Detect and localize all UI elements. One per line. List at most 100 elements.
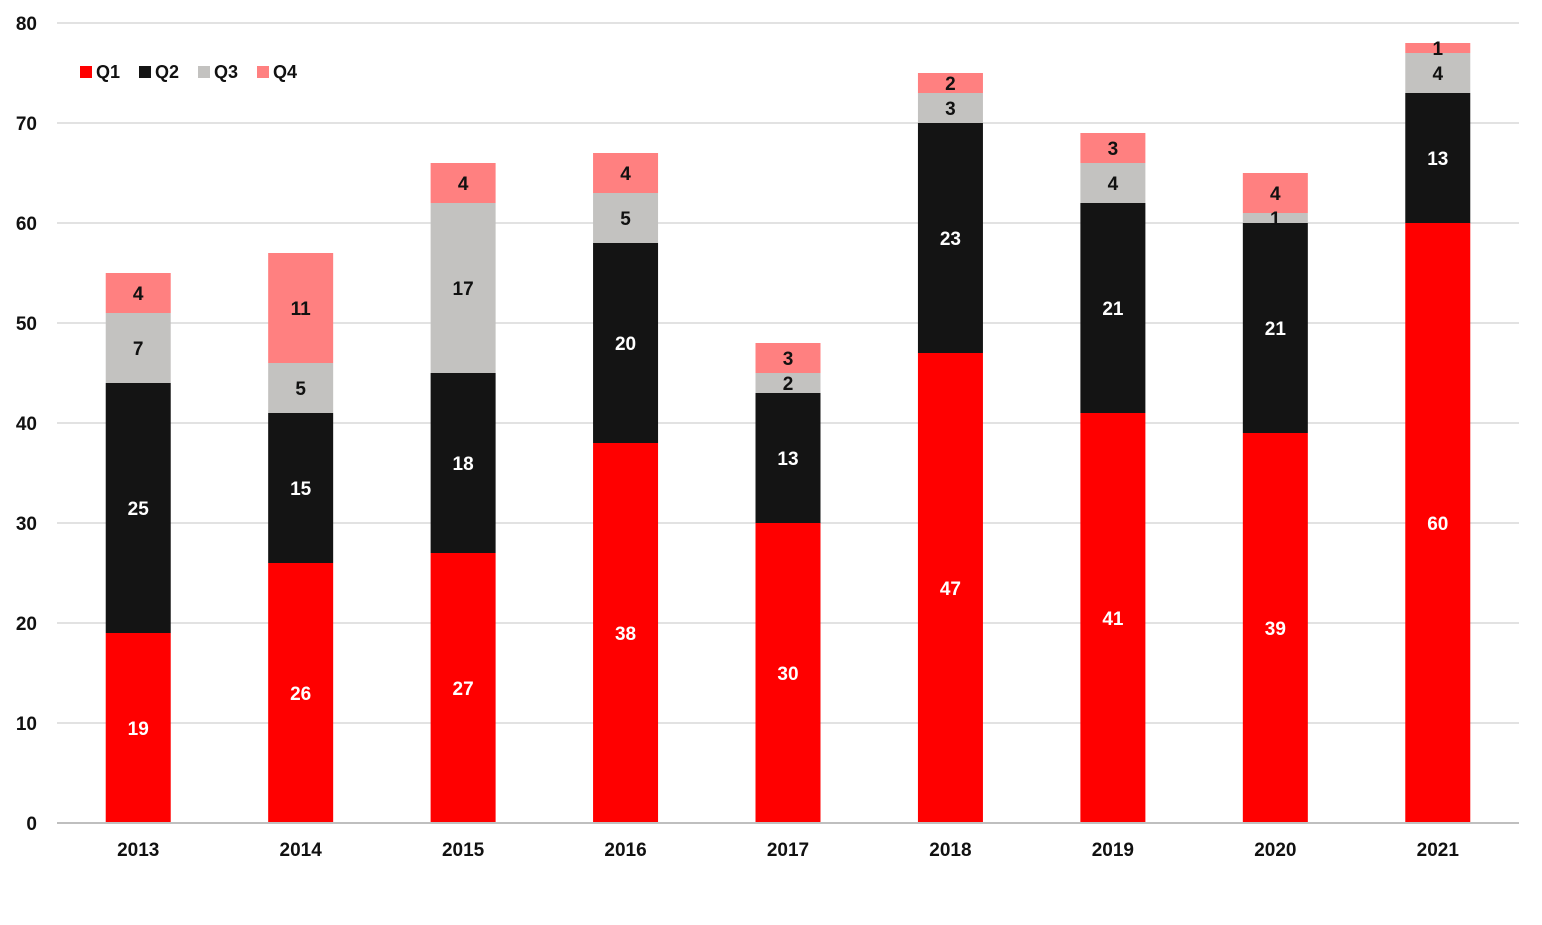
data-label: 23 (940, 229, 961, 250)
x-tick-label: 2014 (280, 840, 323, 861)
data-label: 38 (615, 624, 636, 645)
legend: Q1 Q2 Q3 Q4 (80, 62, 297, 82)
bar-q2-2016 (593, 243, 659, 443)
data-label: 26 (290, 684, 311, 705)
legend-label: Q1 (96, 62, 120, 82)
x-tick-label: 2018 (929, 840, 971, 861)
x-tick-label: 2015 (442, 840, 485, 861)
legend-swatch-q3 (198, 66, 210, 78)
data-label: 4 (620, 164, 631, 185)
bar-q1-2013 (105, 633, 171, 823)
data-label: 5 (620, 209, 631, 230)
bar-q2-2015 (430, 373, 496, 553)
data-label: 4 (1108, 174, 1119, 195)
legend-label: Q2 (155, 62, 179, 82)
bar-q2-2018 (917, 123, 983, 353)
bar-q3-2017 (755, 373, 821, 393)
bar-q2-2014 (268, 413, 334, 563)
data-label: 13 (777, 449, 798, 470)
y-tick-label: 60 (16, 214, 37, 235)
x-tick-label: 2021 (1417, 840, 1460, 861)
data-label: 3 (1108, 139, 1119, 160)
bar-q4-2020 (1242, 173, 1308, 213)
data-label: 2 (783, 374, 794, 395)
data-label: 17 (453, 279, 474, 300)
bar-q1-2021 (1405, 223, 1471, 823)
bar-q1-2014 (268, 563, 334, 823)
bar-q4-2018 (917, 73, 983, 93)
data-label: 19 (128, 719, 149, 740)
data-label: 21 (1102, 299, 1124, 320)
data-labels: 1925742615511271817438205430132347233241… (128, 39, 1449, 740)
bar-q1-2018 (917, 353, 983, 823)
bar-q4-2017 (755, 343, 821, 373)
bar-q3-2016 (593, 193, 659, 243)
bar-q1-2019 (1080, 413, 1146, 823)
bar-q4-2014 (268, 253, 334, 363)
data-label: 4 (133, 284, 144, 305)
data-label: 2 (945, 74, 956, 95)
bar-q3-2018 (917, 93, 983, 123)
bar-q2-2017 (755, 393, 821, 523)
data-label: 13 (1427, 149, 1448, 170)
bar-q3-2014 (268, 363, 334, 413)
y-tick-label: 20 (16, 614, 37, 635)
y-tick-label: 80 (16, 14, 37, 35)
data-label: 4 (1432, 64, 1443, 85)
legend-swatch-q2 (139, 66, 151, 78)
y-tick-label: 0 (26, 814, 37, 835)
bars (105, 43, 1471, 823)
bar-q2-2021 (1405, 93, 1471, 223)
legend-swatch-q4 (257, 66, 269, 78)
bar-q2-2013 (105, 383, 171, 633)
data-label: 1 (1270, 209, 1281, 230)
legend-label: Q3 (214, 62, 238, 82)
y-tick-label: 10 (16, 714, 37, 735)
data-label: 18 (453, 454, 474, 475)
bar-q3-2015 (430, 203, 496, 373)
data-label: 7 (133, 339, 144, 360)
bar-q3-2019 (1080, 163, 1146, 203)
y-tick-label: 50 (16, 314, 37, 335)
bar-q3-2020 (1242, 213, 1308, 223)
bar-q4-2016 (593, 153, 659, 193)
data-label: 27 (453, 679, 474, 700)
data-label: 11 (291, 299, 312, 320)
data-label: 4 (458, 174, 469, 195)
bar-q4-2015 (430, 163, 496, 203)
bar-q3-2021 (1405, 53, 1471, 93)
legend-swatch-q1 (80, 66, 92, 78)
y-tick-label: 70 (16, 114, 37, 135)
x-tick-label: 2017 (767, 840, 809, 861)
x-tick-label: 2016 (604, 840, 646, 861)
data-label: 3 (783, 349, 794, 370)
x-tick-label: 2019 (1092, 840, 1134, 861)
bar-q2-2020 (1242, 223, 1308, 433)
legend-label: Q4 (273, 62, 297, 82)
data-label: 25 (128, 499, 150, 520)
bar-q1-2016 (593, 443, 659, 823)
bar-q1-2020 (1242, 433, 1308, 823)
data-label: 4 (1270, 184, 1281, 205)
data-label: 60 (1427, 514, 1448, 535)
y-tick-label: 40 (16, 414, 37, 435)
data-label: 3 (945, 99, 956, 120)
bar-q4-2021 (1405, 43, 1471, 53)
data-label: 47 (940, 579, 961, 600)
y-tick-label: 30 (16, 514, 37, 535)
data-label: 39 (1265, 619, 1286, 640)
bar-q3-2013 (105, 313, 171, 383)
bar-q1-2017 (755, 523, 821, 823)
bar-q4-2019 (1080, 133, 1146, 163)
x-tick-label: 2013 (117, 840, 159, 861)
data-label: 21 (1265, 319, 1287, 340)
bar-q4-2013 (105, 273, 171, 313)
bar-q1-2015 (430, 553, 496, 823)
data-label: 20 (615, 334, 636, 355)
data-label: 30 (777, 664, 798, 685)
data-label: 15 (290, 479, 312, 500)
data-label: 41 (1102, 609, 1124, 630)
